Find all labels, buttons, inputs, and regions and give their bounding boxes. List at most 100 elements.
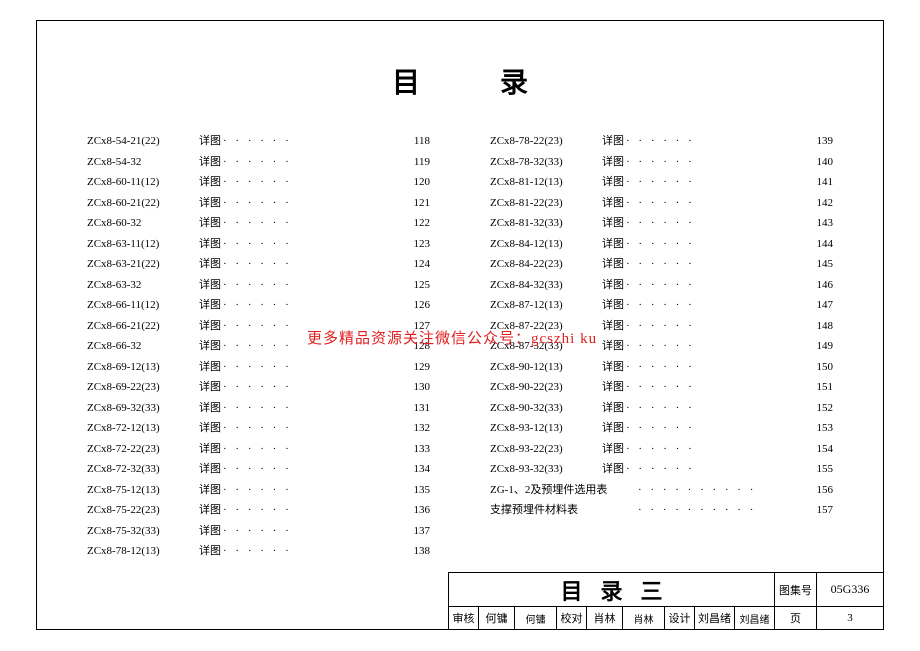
toc-page: 130 (402, 377, 430, 398)
toc-row: ZCx8-84-22(23)详图· · · · · ·145 (490, 254, 833, 275)
toc-code: ZCx8-69-32(33) (87, 398, 199, 419)
toc-dots: · · · · · · (626, 336, 805, 357)
toc-row: ZCx8-72-22(23)详图· · · · · ·133 (87, 439, 430, 460)
toc-code: ZCx8-72-22(23) (87, 439, 199, 460)
toc-right-column: ZCx8-78-22(23)详图· · · · · ·139ZCx8-78-32… (490, 131, 833, 562)
toc-page: 118 (402, 131, 430, 152)
toc-label: 详图 (199, 193, 221, 214)
toc-label: 详图 (199, 541, 221, 562)
toc-dots: · · · · · · (223, 234, 402, 255)
toc-code: ZCx8-75-32(33) (87, 521, 199, 542)
toc-row: ZCx8-69-32(33)详图· · · · · ·131 (87, 398, 430, 419)
check-name: 肖林 (587, 607, 623, 629)
toc-code: ZCx8-66-11(12) (87, 295, 199, 316)
design-signature: 刘昌绪 (735, 607, 775, 629)
toc-row: ZCx8-81-32(33)详图· · · · · ·143 (490, 213, 833, 234)
title-block: 目录三 图集号 05G336 审核 何镛 何镛 校对 肖林 肖林 设计 刘昌绪 … (448, 572, 884, 630)
toc-code: ZCx8-54-32 (87, 152, 199, 173)
toc-label: 详图 (199, 418, 221, 439)
toc-label: 详图 (199, 254, 221, 275)
toc-dots: · · · · · · (223, 500, 402, 521)
toc-dots: · · · · · · (223, 254, 402, 275)
toc-row: ZCx8-87-32(33)详图· · · · · ·149 (490, 336, 833, 357)
toc-code: ZCx8-75-22(23) (87, 500, 199, 521)
toc-label: 详图 (602, 398, 624, 419)
toc-row: ZCx8-60-32详图· · · · · ·122 (87, 213, 430, 234)
toc-label: 详图 (602, 439, 624, 460)
toc-row: ZCx8-63-11(12)详图· · · · · ·123 (87, 234, 430, 255)
toc-label: 详图 (199, 357, 221, 378)
toc-page: 133 (402, 439, 430, 460)
toc-row: ZCx8-84-12(13)详图· · · · · ·144 (490, 234, 833, 255)
toc-page: 146 (805, 275, 833, 296)
toc-row: 支撑预埋件材料表· · · · · · · · · ·157 (490, 500, 833, 521)
toc-row: ZCx8-60-11(12)详图· · · · · ·120 (87, 172, 430, 193)
review-signature: 何镛 (515, 607, 557, 629)
toc-dots: · · · · · · (223, 541, 402, 562)
toc-code: ZCx8-63-21(22) (87, 254, 199, 275)
title-block-row2: 审核 何镛 何镛 校对 肖林 肖林 设计 刘昌绪 刘昌绪 页 3 (449, 607, 883, 629)
toc-page: 140 (805, 152, 833, 173)
toc-page: 147 (805, 295, 833, 316)
toc-page: 156 (805, 480, 833, 501)
check-label: 校对 (557, 607, 587, 629)
toc-page: 139 (805, 131, 833, 152)
toc-dots: · · · · · · (223, 521, 402, 542)
toc-label: 详图 (602, 234, 624, 255)
toc-label: 详图 (199, 172, 221, 193)
toc-page: 157 (805, 500, 833, 521)
toc-code: ZCx8-60-11(12) (87, 172, 199, 193)
toc-page: 126 (402, 295, 430, 316)
toc-label: 详图 (602, 131, 624, 152)
toc-label: 详图 (602, 254, 624, 275)
toc-page: 125 (402, 275, 430, 296)
toc-code: ZCx8-93-12(13) (490, 418, 602, 439)
toc-dots: · · · · · · (223, 357, 402, 378)
toc-dots: · · · · · · (626, 459, 805, 480)
toc-code: ZCx8-90-22(23) (490, 377, 602, 398)
drawing-set-value: 05G336 (817, 573, 883, 606)
toc-dots: · · · · · · (626, 213, 805, 234)
check-signature: 肖林 (623, 607, 665, 629)
toc-page: 119 (402, 152, 430, 173)
toc-code: ZCx8-81-32(33) (490, 213, 602, 234)
toc-label: 详图 (602, 295, 624, 316)
toc-code: ZCx8-66-21(22) (87, 316, 199, 337)
toc-page: 128 (402, 336, 430, 357)
toc-row: ZCx8-75-12(13)详图· · · · · ·135 (87, 480, 430, 501)
toc-code: ZCx8-84-32(33) (490, 275, 602, 296)
toc-code: ZCx8-90-32(33) (490, 398, 602, 419)
toc-code: ZCx8-93-22(23) (490, 439, 602, 460)
toc-code: ZCx8-84-22(23) (490, 254, 602, 275)
toc-code: ZCx8-78-32(33) (490, 152, 602, 173)
toc-page: 132 (402, 418, 430, 439)
toc-page: 124 (402, 254, 430, 275)
drawing-frame: 目录 ZCx8-54-21(22)详图· · · · · ·118ZCx8-54… (36, 20, 884, 630)
toc-label: 详图 (602, 213, 624, 234)
toc-row: ZCx8-93-22(23)详图· · · · · ·154 (490, 439, 833, 460)
toc-label: 详图 (602, 459, 624, 480)
toc-row: ZCx8-90-32(33)详图· · · · · ·152 (490, 398, 833, 419)
toc-row: ZCx8-60-21(22)详图· · · · · ·121 (87, 193, 430, 214)
toc-code: ZCx8-72-12(13) (87, 418, 199, 439)
toc-code: ZCx8-78-12(13) (87, 541, 199, 562)
toc-code: ZCx8-93-32(33) (490, 459, 602, 480)
toc-label: 详图 (602, 336, 624, 357)
toc-code: ZCx8-84-12(13) (490, 234, 602, 255)
toc-row: ZCx8-66-32详图· · · · · ·128 (87, 336, 430, 357)
toc-row: ZCx8-66-21(22)详图· · · · · ·127 (87, 316, 430, 337)
toc-code: ZCx8-90-12(13) (490, 357, 602, 378)
toc-page: 154 (805, 439, 833, 460)
toc-dots: · · · · · · (626, 275, 805, 296)
toc-dots: · · · · · · (626, 357, 805, 378)
toc-dots: · · · · · · · · · · (638, 500, 805, 521)
toc-row: ZCx8-63-32详图· · · · · ·125 (87, 275, 430, 296)
toc-dots: · · · · · · (223, 131, 402, 152)
toc-row: ZCx8-54-21(22)详图· · · · · ·118 (87, 131, 430, 152)
toc-code: ZCx8-81-22(23) (490, 193, 602, 214)
toc-label: 详图 (199, 234, 221, 255)
toc-page: 138 (402, 541, 430, 562)
toc-dots: · · · · · · (223, 152, 402, 173)
toc-dots: · · · · · · (626, 295, 805, 316)
toc-page: 148 (805, 316, 833, 337)
